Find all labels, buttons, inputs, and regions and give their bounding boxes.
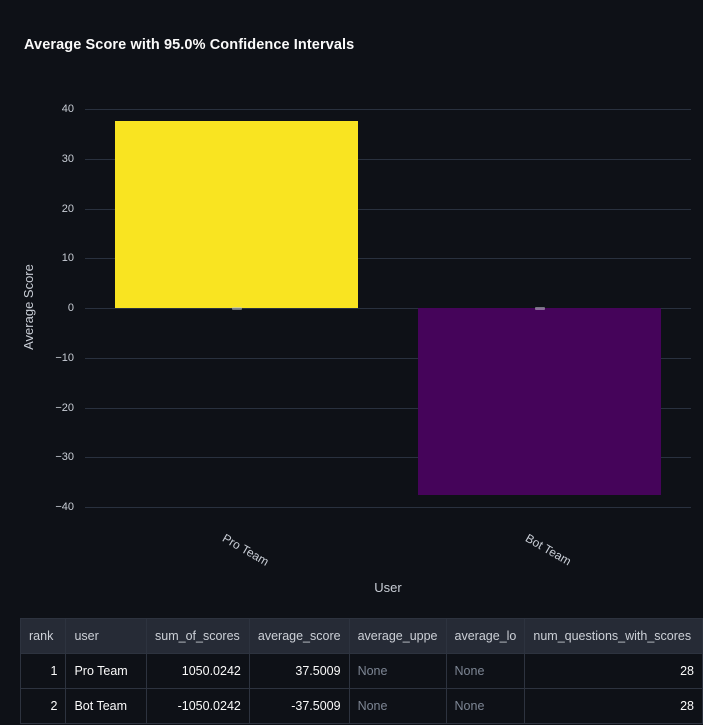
column-header-user[interactable]: user [65,618,148,654]
error-bar-marker [231,306,242,310]
cell-sum_of_scores[interactable]: 1050.0242 [146,653,250,689]
y-tick-label: 10 [61,252,74,265]
y-tick-label: 20 [61,202,74,215]
results-table: rank user sum_of_scores average_score averag… [19,618,703,724]
cell-num_questions_with_scores[interactable]: 28 [524,653,703,689]
gridline [85,407,691,409]
table-body: 1 Pro Team 1050.0242 37.5009 None None 28 2 Bot … [19,653,703,724]
cell-average_uppe[interactable]: None [348,688,447,724]
chart-title: Average Score with 95.0% Confidence Inte… [24,37,355,53]
cell-sum_of_scores[interactable]: -1050.0242 [146,688,250,724]
cell-average_score[interactable]: 37.5009 [248,653,350,689]
cell-average_lo[interactable]: None [445,653,526,689]
y-tick-label: −20 [55,401,74,414]
gridline [85,507,691,508]
table-row: 1 Pro Team 1050.0242 37.5009 None None 28 [19,653,703,689]
column-header-rank[interactable]: rank [19,618,67,654]
column-header-average_lo[interactable]: average_lo [445,618,526,654]
column-header-num_questions_with_scores[interactable]: num_questions_with_scores [524,618,703,654]
cell-rank[interactable]: 1 [19,653,67,689]
gridline [85,457,691,459]
y-tick-label: 30 [61,152,74,165]
gridline [85,109,691,110]
cell-user[interactable]: Pro Team [65,653,148,689]
table-row: 2 Bot Team -1050.0242 -37.5009 None None 28 [19,688,703,724]
error-bar-marker [534,306,545,310]
cell-average_uppe[interactable]: None [348,653,447,689]
x-tick-label: Pro Team [219,531,271,569]
y-tick-label: −30 [55,451,74,464]
y-tick-label: 0 [67,302,74,314]
y-tick-label: −40 [55,501,74,513]
cell-user[interactable]: Bot Team [65,688,148,724]
cell-rank[interactable]: 2 [19,688,67,724]
gridline [85,357,691,359]
gridline [85,208,691,210]
bar-bot-team[interactable] [418,308,661,495]
column-header-sum_of_scores[interactable]: sum_of_scores [146,618,250,654]
table-header-row: rank user sum_of_scores average_score averag… [19,618,703,654]
gridline [85,258,691,260]
column-header-average_uppe[interactable]: average_uppe [348,618,447,654]
plot-area [85,109,691,508]
bar-pro-team[interactable] [115,121,358,308]
x-axis-title: User [374,580,402,595]
gridline [85,308,691,309]
cell-average_lo[interactable]: None [445,688,526,724]
column-header-average_score[interactable]: average_score [248,618,350,654]
y-tick-label: −10 [55,351,74,364]
x-tick-label: Bot Team [522,531,574,569]
y-tick-label: 40 [61,103,74,115]
cell-average_score[interactable]: -37.5009 [248,688,350,724]
gridline [85,158,691,160]
cell-num_questions_with_scores[interactable]: 28 [524,688,703,724]
